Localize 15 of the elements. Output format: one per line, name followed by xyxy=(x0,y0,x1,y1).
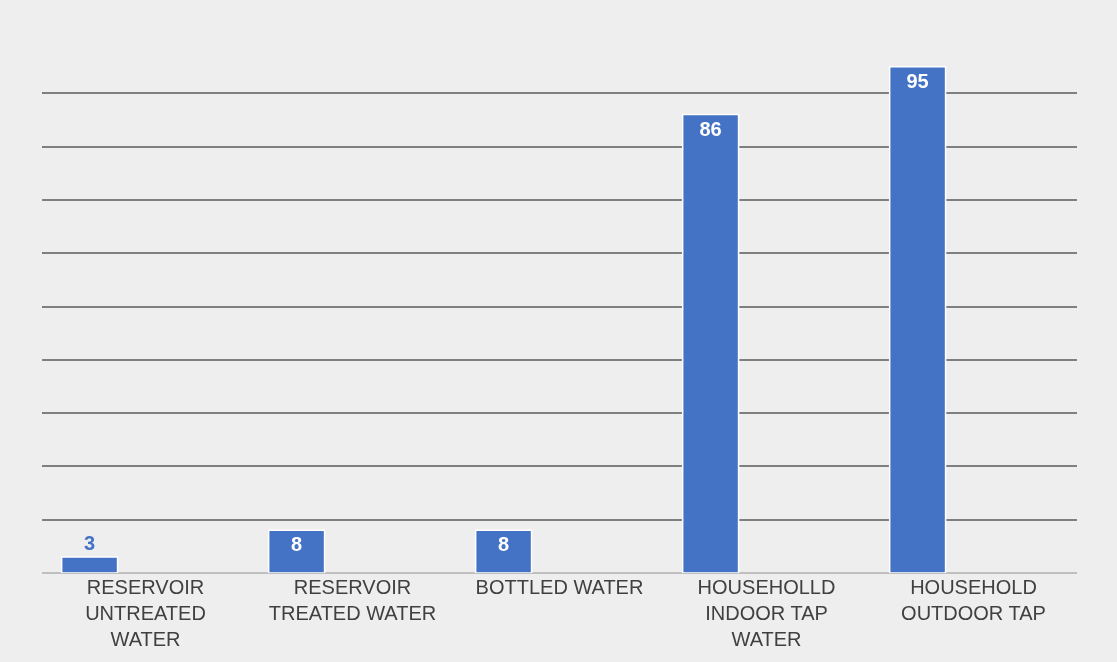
data-label: 8 xyxy=(291,533,303,556)
bar xyxy=(681,113,740,573)
x-tick-label: HOUSEHOLD OUTDOOR TAP xyxy=(901,576,1046,624)
bar xyxy=(267,529,326,573)
x-tick-label: BOTTLED WATER xyxy=(475,576,644,598)
x-tick-label: RESERVOIR TREATED WATER xyxy=(268,576,437,624)
bar xyxy=(888,65,947,573)
data-label: 3 xyxy=(84,532,96,555)
data-label: 8 xyxy=(498,533,510,556)
bar xyxy=(474,529,533,573)
x-tick-label: HOUSEHOLLD INDOOR TAP WATER xyxy=(697,576,836,650)
data-label: 86 xyxy=(699,117,722,140)
x-tick-label: RESERVOIR UNTREATED WATER xyxy=(85,576,206,650)
data-label: 95 xyxy=(906,69,929,92)
bar xyxy=(60,556,119,573)
